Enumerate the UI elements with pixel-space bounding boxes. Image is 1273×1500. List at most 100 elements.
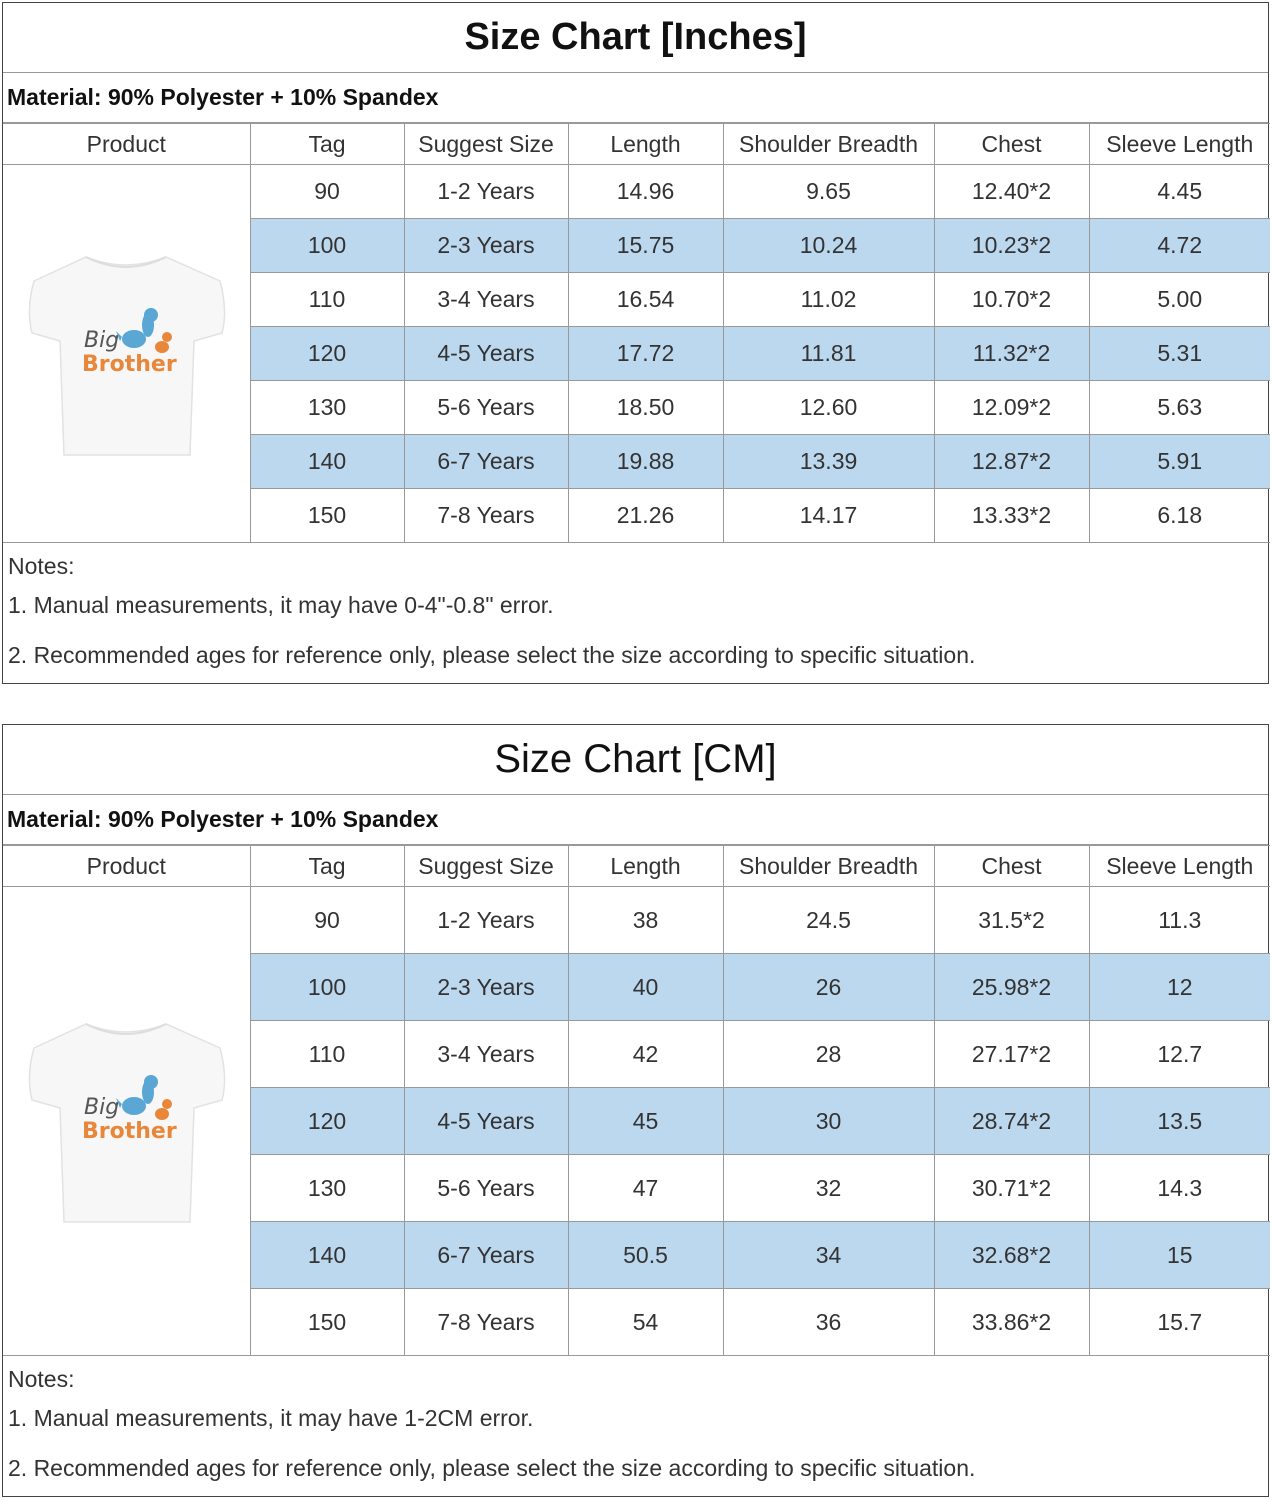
chest-cell: 25.98*2 [933, 953, 1090, 1021]
tag-cell: 110 [250, 272, 405, 327]
notes-heading: Notes: [8, 1366, 75, 1392]
tshirt-product-image: Big Brother [28, 255, 226, 456]
tshirt-product-image: Big Brother [28, 1023, 226, 1223]
header-length: Length [567, 845, 724, 887]
header-sleeve-length: Sleeve Length [1088, 123, 1270, 165]
table-header-row: Product Tag Suggest Size Length Shoulder… [3, 123, 1270, 165]
shoulder-breadth-cell: 28 [722, 1020, 935, 1088]
size-table: Product Tag Suggest Size Length Shoulder… [3, 123, 1270, 543]
note-item: 1. Manual measurements, it may have 0-4"… [8, 592, 554, 618]
length-cell: 40 [567, 953, 724, 1021]
chest-cell: 12.40*2 [933, 164, 1090, 219]
tag-cell: 90 [249, 164, 405, 219]
header-suggest-size: Suggest Size [403, 845, 569, 887]
table-row: 150 7-8 Years 54 36 33.86*2 15.7 [3, 1288, 1270, 1356]
note-item: 1. Manual measurements, it may have 1-2C… [8, 1405, 534, 1431]
size-chart-inches: Size Chart [Inches] Material: 90% Polyes… [2, 2, 1270, 684]
sleeve-length-cell: 5.00 [1088, 272, 1270, 327]
suggest-size-cell: 2-3 Years [403, 218, 569, 273]
table-row: Big Brother 90 1-2 Years 14.96 9.65 12.40*2 4… [3, 164, 1270, 543]
chest-cell: 10.23*2 [933, 218, 1090, 273]
sleeve-length-cell: 12.7 [1088, 1020, 1270, 1088]
shoulder-breadth-cell: 11.81 [722, 326, 935, 381]
header-sleeve-length: Sleeve Length [1088, 845, 1270, 887]
shoulder-breadth-cell: 10.24 [722, 218, 935, 273]
length-cell: 19.88 [567, 434, 724, 489]
tag-cell: 140 [250, 1221, 405, 1289]
dinosaur-icon [116, 307, 173, 353]
suggest-size-cell: 6-7 Years [403, 434, 569, 489]
chest-cell: 33.86*2 [933, 1288, 1090, 1356]
tag-cell: 100 [250, 953, 405, 1021]
suggest-size-cell: 4-5 Years [403, 1087, 569, 1155]
shirt-print-line1: Big [84, 328, 119, 353]
sleeve-length-cell: 15 [1088, 1221, 1270, 1289]
chest-cell: 27.17*2 [933, 1020, 1090, 1088]
sleeve-length-cell: 5.63 [1088, 380, 1270, 435]
length-cell: 18.50 [567, 380, 724, 435]
material-info: Material: 90% Polyester + 10% Spandex [3, 73, 1268, 123]
shoulder-breadth-cell: 9.65 [722, 164, 935, 219]
header-chest: Chest [933, 123, 1090, 165]
sleeve-length-cell: 6.18 [1088, 488, 1270, 543]
header-shoulder-breadth: Shoulder Breadth [722, 845, 935, 887]
shoulder-breadth-cell: 30 [722, 1087, 935, 1155]
suggest-size-cell: 6-7 Years [403, 1221, 569, 1289]
product-cell: Big Brother [3, 164, 251, 543]
length-cell: 47 [567, 1154, 724, 1222]
chest-cell: 30.71*2 [933, 1154, 1090, 1222]
header-chest: Chest [933, 845, 1090, 887]
length-cell: 17.72 [567, 326, 724, 381]
table-body: Big Brother 90 1-2 Years 38 24.5 31.5*2 11.3 1… [3, 886, 1270, 1356]
chest-cell: 11.32*2 [933, 326, 1090, 381]
table-row: 120 4-5 Years 45 30 28.74*2 13.5 [3, 1087, 1270, 1155]
tag-cell: 130 [250, 1154, 405, 1222]
tag-cell: 140 [250, 434, 405, 489]
tag-cell: 130 [250, 380, 405, 435]
chart-title: Size Chart [CM] [3, 725, 1268, 795]
length-cell: 16.54 [567, 272, 724, 327]
tag-cell: 150 [250, 488, 405, 543]
length-cell: 14.96 [567, 164, 724, 219]
chest-cell: 28.74*2 [933, 1087, 1090, 1155]
suggest-size-cell: 5-6 Years [403, 380, 569, 435]
table-header-row: Product Tag Suggest Size Length Shoulder… [3, 845, 1270, 887]
header-tag: Tag [249, 845, 405, 887]
dinosaur-icon [116, 1075, 173, 1120]
sleeve-length-cell: 14.3 [1088, 1154, 1270, 1222]
length-cell: 54 [567, 1288, 724, 1356]
header-shoulder-breadth: Shoulder Breadth [722, 123, 935, 165]
suggest-size-cell: 3-4 Years [403, 1020, 569, 1088]
suggest-size-cell: 5-6 Years [403, 1154, 569, 1222]
shoulder-breadth-cell: 26 [722, 953, 935, 1021]
length-cell: 50.5 [567, 1221, 724, 1289]
table-row: 100 2-3 Years 40 26 25.98*2 12 [3, 953, 1270, 1021]
suggest-size-cell: 1-2 Years [403, 164, 569, 219]
notes-heading: Notes: [8, 553, 75, 579]
table-row: 110 3-4 Years 16.54 11.02 10.70*2 5.00 [3, 272, 1270, 327]
chart-title: Size Chart [Inches] [3, 3, 1268, 73]
shoulder-breadth-cell: 12.60 [722, 380, 935, 435]
shirt-print-line2: Brother [82, 1119, 177, 1144]
tag-cell: 90 [249, 886, 405, 954]
chest-cell: 12.09*2 [933, 380, 1090, 435]
shirt-print-line2: Brother [82, 352, 177, 377]
shirt-print-line1: Big [84, 1095, 119, 1120]
tag-cell: 150 [250, 1288, 405, 1356]
header-product: Product [3, 123, 251, 165]
tag-cell: 110 [250, 1020, 405, 1088]
table-row: 110 3-4 Years 42 28 27.17*2 12.7 [3, 1020, 1270, 1088]
sleeve-length-cell: 4.72 [1088, 218, 1270, 273]
header-tag: Tag [249, 123, 405, 165]
suggest-size-cell: 7-8 Years [403, 1288, 569, 1356]
suggest-size-cell: 2-3 Years [403, 953, 569, 1021]
chest-cell: 13.33*2 [933, 488, 1090, 543]
sleeve-length-cell: 11.3 [1088, 886, 1270, 954]
material-info: Material: 90% Polyester + 10% Spandex [3, 795, 1268, 845]
length-cell: 15.75 [567, 218, 724, 273]
sleeve-length-cell: 13.5 [1088, 1087, 1270, 1155]
notes: Notes: 1. Manual measurements, it may ha… [3, 555, 1268, 667]
note-item: 2. Recommended ages for reference only, … [8, 1455, 976, 1481]
shoulder-breadth-cell: 11.02 [722, 272, 935, 327]
shoulder-breadth-cell: 34 [722, 1221, 935, 1289]
